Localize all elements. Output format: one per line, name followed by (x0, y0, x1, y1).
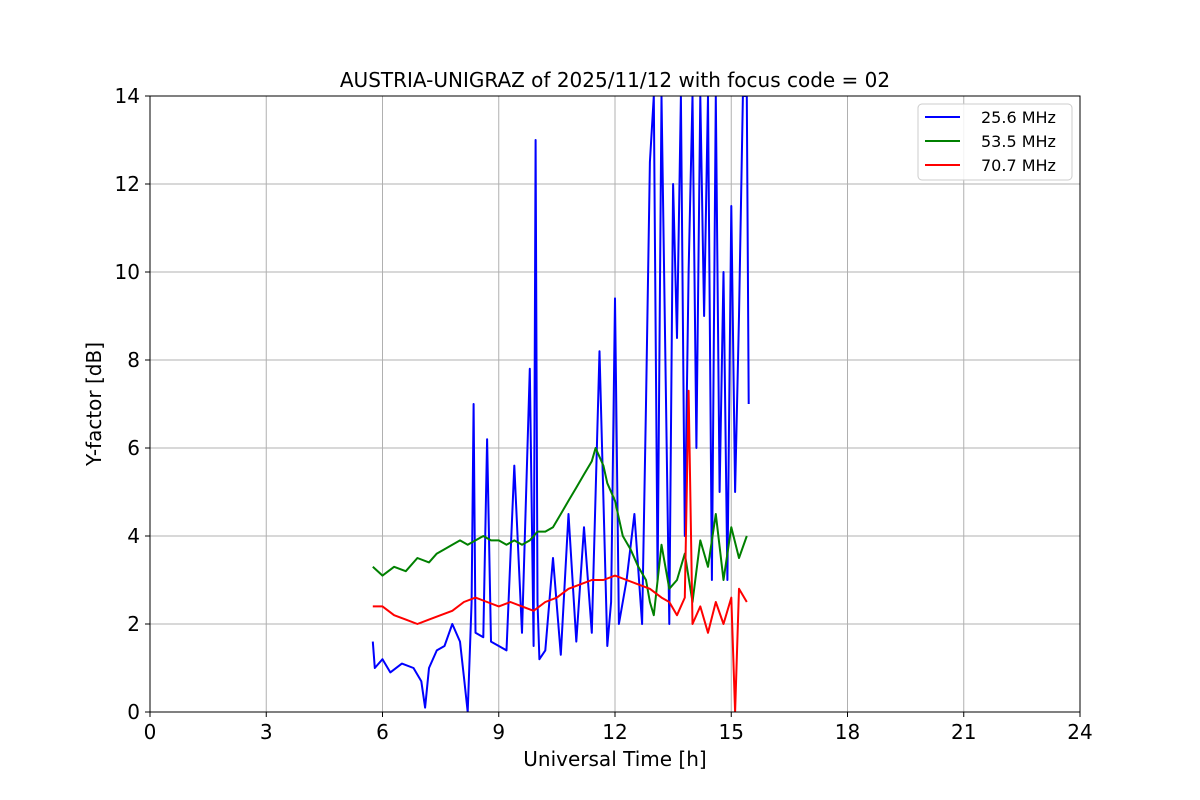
x-tick-label: 21 (951, 720, 976, 744)
legend: 25.6 MHz 53.5 MHz 70.7 MHz (917, 103, 1073, 181)
x-tick-label: 15 (719, 720, 744, 744)
series-line-70-7-mhz (372, 389, 748, 712)
x-tick-label: 6 (376, 720, 389, 744)
y-tick-label: 4 (127, 524, 140, 548)
x-tick-label: 3 (260, 720, 273, 744)
chart-title: AUSTRIA-UNIGRAZ of 2025/11/12 with focus… (340, 68, 890, 92)
y-tick-label: 14 (115, 84, 140, 108)
legend-label: 70.7 MHz (981, 156, 1056, 175)
x-tick-label: 0 (144, 720, 157, 744)
x-axis-label: Universal Time [h] (523, 747, 706, 771)
x-tick-label: 24 (1067, 720, 1092, 744)
x-tick-label: 12 (602, 720, 627, 744)
legend-box (917, 103, 1073, 181)
y-tick-label: 6 (127, 436, 140, 460)
legend-label: 25.6 MHz (981, 108, 1056, 127)
y-tick-label: 12 (115, 172, 140, 196)
y-tick-label: 0 (127, 700, 140, 724)
y-tick-label: 10 (115, 260, 140, 284)
series-layer (371, 96, 750, 712)
y-axis-label: Y-factor [dB] (82, 342, 106, 467)
y-tick-label: 2 (127, 612, 140, 636)
x-tick-label: 9 (492, 720, 505, 744)
legend-label: 53.5 MHz (981, 132, 1056, 151)
x-tick-label: 18 (835, 720, 860, 744)
y-tick-label: 8 (127, 348, 140, 372)
series-line-53-5-mhz (372, 447, 748, 617)
series-line-25-6-mhz (371, 96, 750, 712)
